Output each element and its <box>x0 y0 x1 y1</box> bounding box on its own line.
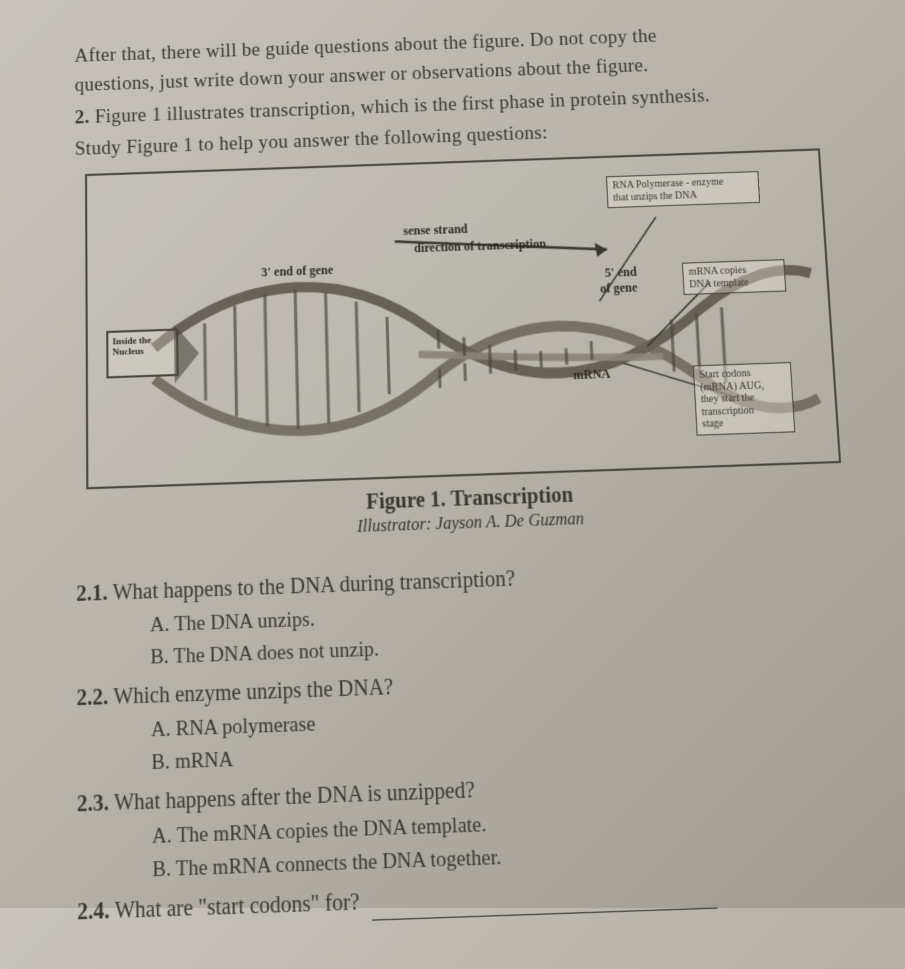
box-start-codons: Start codons (mRNA) AUG, they start the … <box>693 362 796 435</box>
label-5-end: 5' end of gene <box>599 264 638 297</box>
box-mrna-copies: mRNA copies DNA template <box>682 259 786 295</box>
answer-blank-2-4[interactable] <box>372 907 718 920</box>
worksheet-page: After that, there will be guide question… <box>0 0 905 969</box>
box-rna-polymerase: RNA Polymerase - enzyme that unzips the … <box>606 171 760 208</box>
label-mrna: mRNA <box>573 366 611 383</box>
label-nucleus: Inside the Nucleus <box>112 336 151 358</box>
figure-1-diagram: Inside the Nucleus 3' end of gene sense … <box>85 148 841 489</box>
label-sense-strand: sense strand <box>403 221 468 239</box>
figure-title: Figure 1. Transcription <box>366 483 574 514</box>
intro-text: After that, there will be guide question… <box>74 16 839 164</box>
questions-block: 2.1. What happens to the DNA during tran… <box>76 550 892 930</box>
item-2-number: 2. <box>75 107 90 129</box>
label-3-end: 3' end of gene <box>261 262 333 280</box>
